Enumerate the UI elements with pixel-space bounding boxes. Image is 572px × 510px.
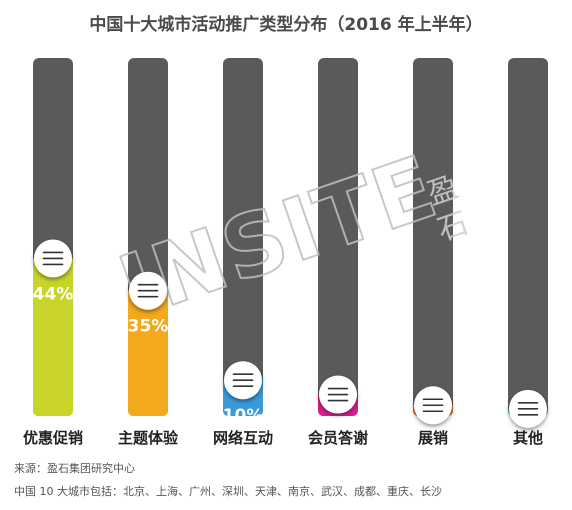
value-label-2: 10% bbox=[223, 406, 264, 426]
category-labels: 优惠促销 主题体验 网络互动 会员答谢 展销 其他 bbox=[23, 429, 543, 447]
menu-lines-icon bbox=[232, 373, 254, 388]
category-label-3: 会员答谢 bbox=[308, 429, 368, 447]
value-labels: 44% 35% 10% 6% 3% 2% bbox=[33, 284, 543, 454]
category-label-5: 其他 bbox=[513, 429, 543, 447]
category-label-0: 优惠促销 bbox=[23, 429, 83, 447]
category-label-4: 展销 bbox=[418, 429, 448, 447]
bar-track-3 bbox=[318, 58, 358, 416]
category-label-1: 主题体验 bbox=[118, 429, 179, 447]
bar-1 bbox=[128, 290, 168, 416]
bar-track-4 bbox=[413, 58, 453, 416]
menu-lines-icon bbox=[327, 387, 349, 402]
menu-lines-icon bbox=[137, 283, 159, 298]
bar-track-5 bbox=[508, 58, 548, 416]
value-label-5: 2% bbox=[514, 435, 543, 455]
cities-note: 中国 10 大城市包括：北京、上海、广州、深圳、天津、南京、武汉、成都、重庆、长… bbox=[14, 485, 442, 498]
bar-knobs bbox=[34, 239, 547, 428]
bar-0 bbox=[33, 258, 73, 416]
source-note: 来源：盈石集团研究中心 bbox=[14, 462, 135, 475]
menu-lines-icon bbox=[422, 398, 444, 413]
value-label-3: 6% bbox=[324, 421, 353, 441]
bar-track-2 bbox=[223, 58, 263, 416]
category-label-2: 网络互动 bbox=[213, 429, 273, 447]
menu-lines-icon bbox=[42, 251, 64, 266]
value-label-1: 35% bbox=[128, 317, 169, 337]
menu-lines-icon bbox=[517, 402, 539, 416]
value-label-4: 3% bbox=[419, 431, 448, 451]
value-label-0: 44% bbox=[33, 284, 74, 304]
chart-title: 中国十大城市活动推广类型分布（2016 年上半年） bbox=[89, 15, 483, 35]
